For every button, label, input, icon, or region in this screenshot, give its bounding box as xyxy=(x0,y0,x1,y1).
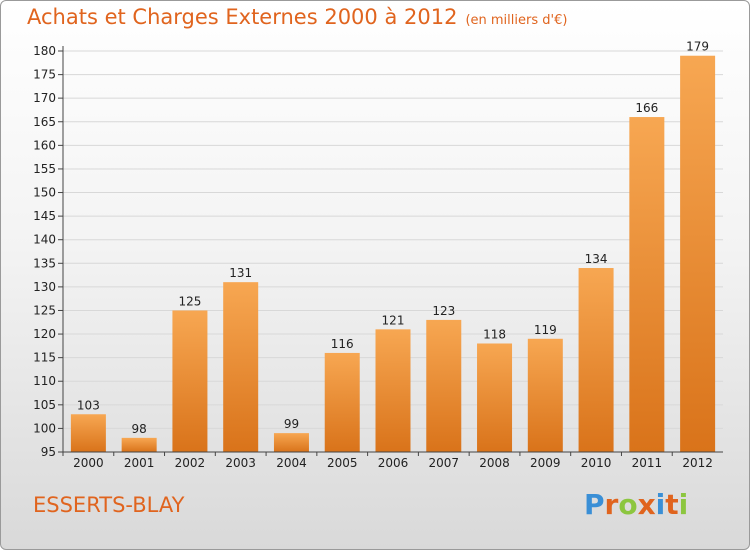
axes: 95 100 105 110 115 120 125 130 135 140 145 150 155 16… xyxy=(33,44,723,470)
y-tick-label: 100 xyxy=(33,421,56,435)
data-label: 121 xyxy=(382,313,405,327)
data-label: 131 xyxy=(229,266,252,280)
bar xyxy=(223,282,259,452)
chart-title: Achats et Charges Externes 2000 à 2012 xyxy=(27,5,458,29)
y-tick-label: 110 xyxy=(33,374,56,388)
bar xyxy=(172,310,208,452)
proxiti-logo[interactable]: Proxiti xyxy=(584,488,688,521)
logo-letter: i xyxy=(678,488,689,521)
y-tick-label: 130 xyxy=(33,280,56,294)
y-tick-label: 135 xyxy=(33,256,56,270)
x-tick-label: 2010 xyxy=(581,456,612,470)
y-tick-label: 150 xyxy=(33,186,56,200)
y-tick-label: 115 xyxy=(33,351,56,365)
x-tick-label: 2003 xyxy=(225,456,256,470)
data-label: 119 xyxy=(534,323,557,337)
data-label: 125 xyxy=(178,294,201,308)
data-label: 116 xyxy=(331,337,354,351)
bar xyxy=(273,433,309,452)
data-label: 166 xyxy=(635,101,658,115)
x-tick-label: 2008 xyxy=(479,456,510,470)
logo-letter: r xyxy=(604,488,619,521)
x-tick-label: 2009 xyxy=(530,456,561,470)
logo-letter: i xyxy=(655,488,666,521)
bar xyxy=(680,55,716,452)
data-label: 118 xyxy=(483,327,506,341)
data-label: 179 xyxy=(686,40,709,54)
data-label: 99 xyxy=(284,417,299,431)
bar xyxy=(426,319,462,452)
bar xyxy=(70,414,106,452)
bar xyxy=(578,268,614,452)
y-tick-label: 125 xyxy=(33,303,56,317)
x-tick-label: 2002 xyxy=(175,456,206,470)
logo-letter: t xyxy=(665,488,679,521)
x-tick-label: 2007 xyxy=(428,456,459,470)
bar xyxy=(121,437,157,452)
bar xyxy=(629,117,665,452)
x-tick-label: 2004 xyxy=(276,456,307,470)
y-tick-label: 140 xyxy=(33,233,56,247)
y-tick-label: 155 xyxy=(33,162,56,176)
y-tick-label: 170 xyxy=(33,91,56,105)
x-tick-label: 2006 xyxy=(378,456,409,470)
y-tick-label: 175 xyxy=(33,68,56,82)
y-tick-label: 105 xyxy=(33,398,56,412)
x-tick-label: 2001 xyxy=(124,456,155,470)
y-tick-label: 95 xyxy=(41,445,56,459)
x-tick-label: 2011 xyxy=(632,456,663,470)
logo-letter: o xyxy=(618,488,638,521)
data-label: 123 xyxy=(432,304,455,318)
bar xyxy=(477,343,513,452)
chart-title-block: Achats et Charges Externes 2000 à 2012 (e… xyxy=(27,5,567,29)
chart-unit: (en milliers d'€) xyxy=(465,13,568,28)
bar xyxy=(324,352,360,452)
x-tick-label: 2012 xyxy=(682,456,713,470)
x-tick-label: 2005 xyxy=(327,456,358,470)
bar xyxy=(375,329,411,452)
data-label: 134 xyxy=(585,252,608,266)
y-tick-label: 165 xyxy=(33,115,56,129)
commune-name: ESSERTS-BLAY xyxy=(33,493,185,517)
y-tick-label: 145 xyxy=(33,209,56,223)
y-tick-label: 120 xyxy=(33,327,56,341)
logo-letter: P xyxy=(584,488,605,521)
y-tick-label: 180 xyxy=(33,44,56,58)
data-label: 98 xyxy=(132,422,147,436)
bars: 103 98 125 131 99 116 121 123 118 119 134 166 179 xyxy=(70,40,716,452)
x-tick-label: 2000 xyxy=(73,456,104,470)
y-tick-label: 160 xyxy=(33,138,56,152)
data-label: 103 xyxy=(77,398,100,412)
logo-letter: x xyxy=(637,488,656,521)
bar xyxy=(527,338,563,452)
